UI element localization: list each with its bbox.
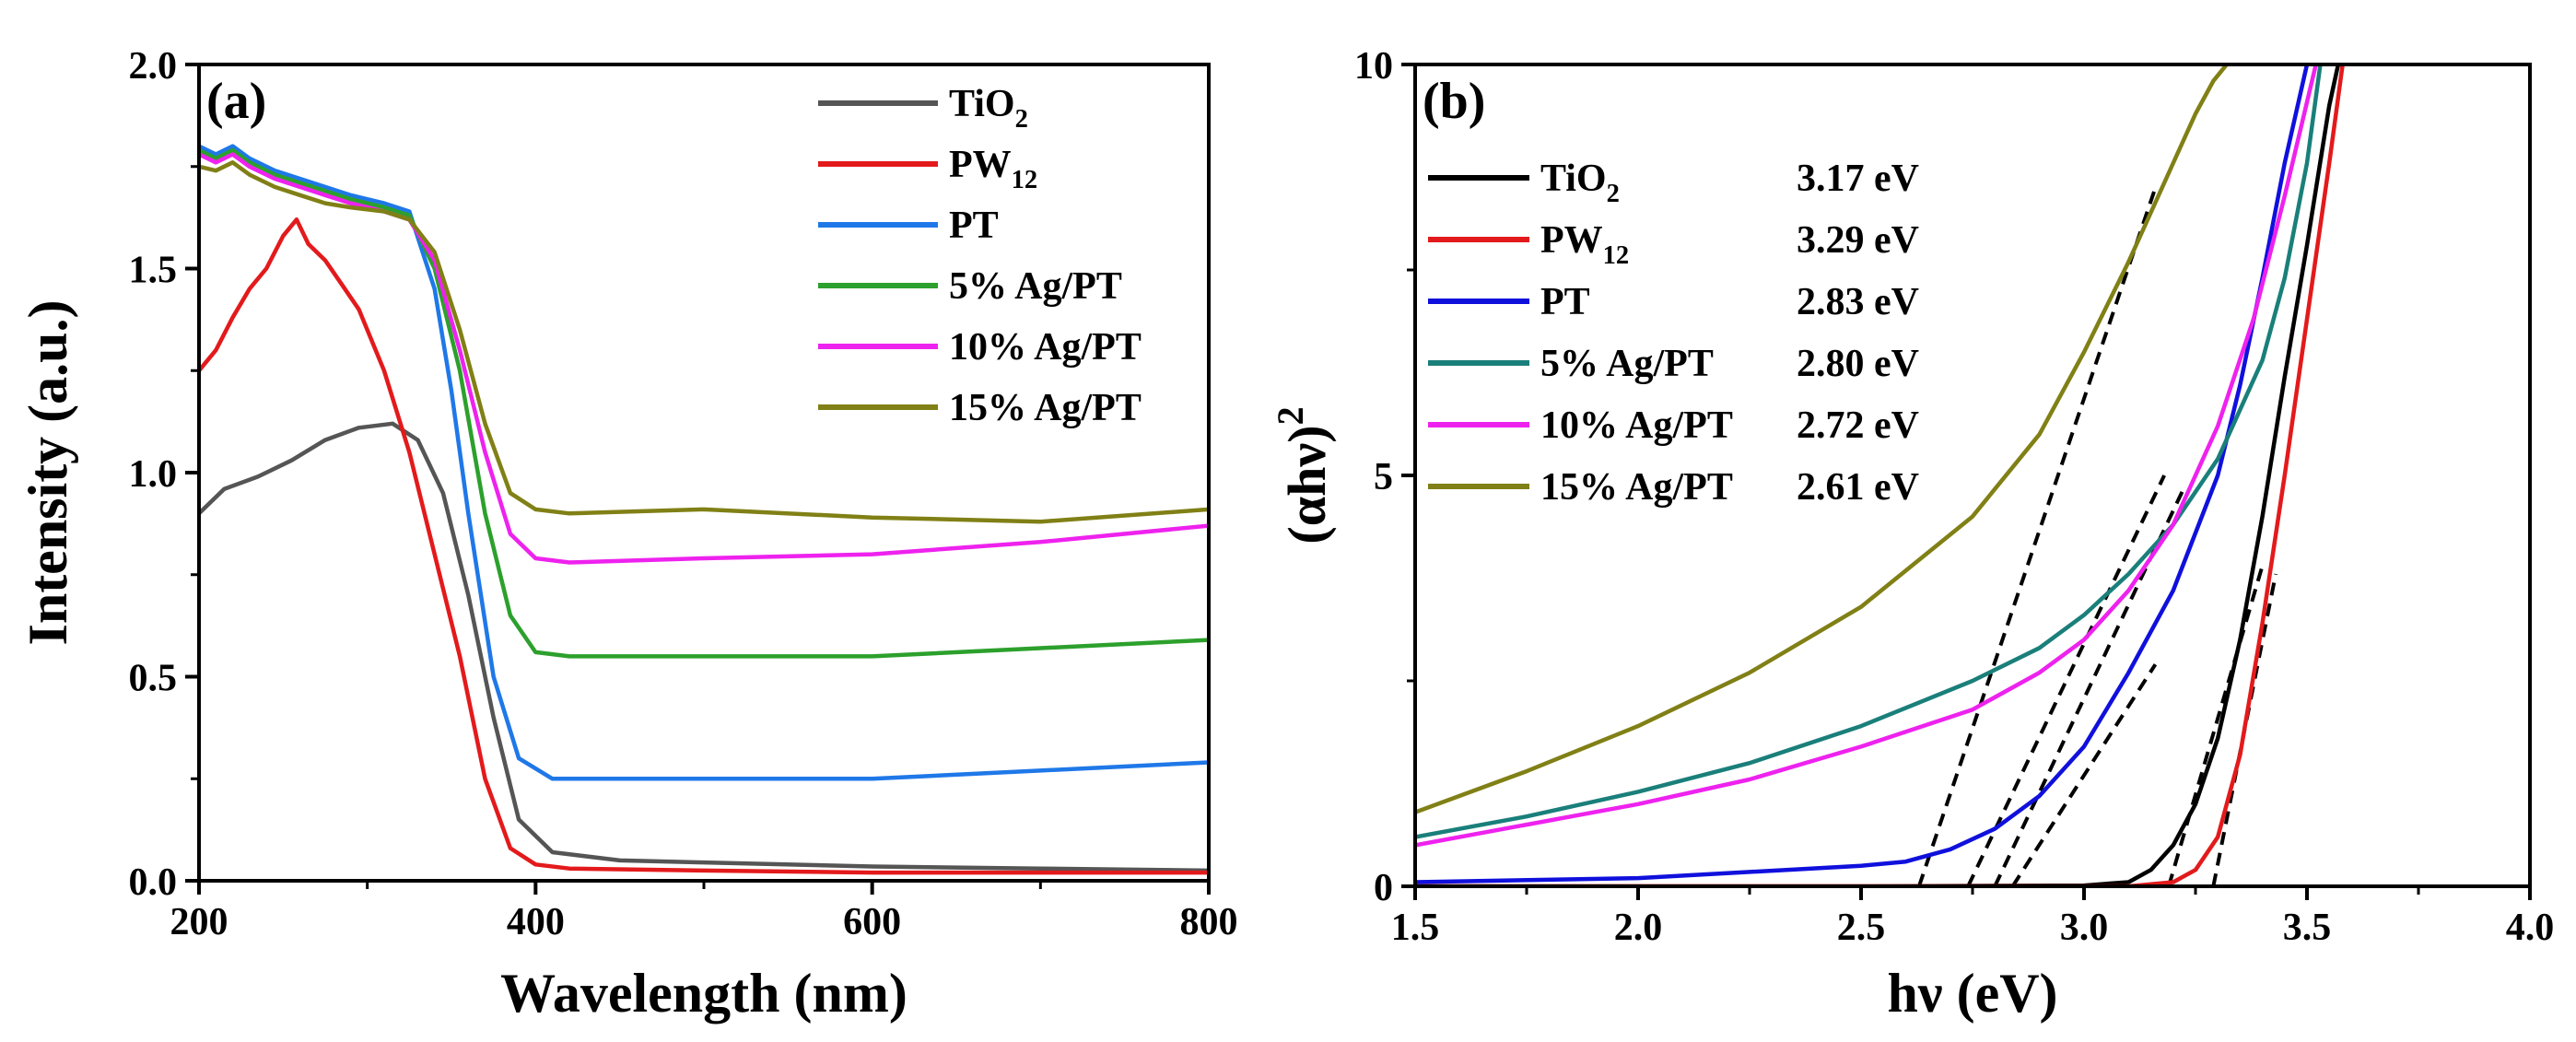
plot-frame [197, 63, 1211, 883]
series-line-6 [1415, 64, 2230, 814]
x-axis-label: Wavelength (nm) [500, 963, 907, 1024]
series-line-2 [199, 217, 1209, 875]
legend-label-5-main: 10% Ag/PT [949, 326, 1142, 369]
legend-band-gap-2: 3.29 eV [1797, 219, 1919, 262]
legend-label-2-main: PW [1540, 219, 1603, 262]
legend-label-6: 15% Ag/PT [949, 387, 1142, 429]
tangent-line-4 [2010, 663, 2158, 886]
legend-label-6-main: 15% Ag/PT [1540, 466, 1733, 509]
legend-label-2-subscript: 12 [1012, 166, 1038, 194]
x-tick-label-3: 600 [843, 901, 901, 943]
series-line-1 [199, 421, 1209, 873]
y-axis-label: Intensity (a.u.) [18, 299, 78, 645]
legend-label-4-main: 5% Ag/PT [1540, 343, 1714, 385]
legend-band-gap-5: 2.72 eV [1797, 404, 1919, 447]
x-tick-label-5: 3.5 [2283, 907, 2332, 949]
y-axis-label-superscript: 2 [1270, 406, 1311, 425]
y-tick-label-1: 0.0 [129, 861, 178, 904]
legend-label-2-subscript: 12 [1603, 241, 1630, 270]
series-line-6 [199, 160, 1209, 524]
legend-band-gap-3: 2.83 eV [1797, 281, 1919, 323]
legend-band-gap-6: 2.61 eV [1797, 466, 1919, 509]
legend-label-1-main: TiO [1540, 158, 1607, 200]
legend-label-3: PT [949, 205, 999, 247]
y-tick-label-5: 2.0 [129, 45, 178, 88]
legend: TiO2 3.17 eV PW12 3.29 eV PT 2.83 eV 5% Ag/PT 2… [1428, 158, 1919, 509]
x-tick-label-1: 200 [170, 901, 228, 943]
legend-label-5: 10% Ag/PT [1540, 404, 1733, 447]
y-axis-label: (αhν)2 [1270, 406, 1337, 544]
legend-band-gap-4: 2.80 eV [1797, 343, 1919, 385]
y-tick-label-3: 1.0 [129, 453, 178, 496]
tangent-line-1 [1917, 187, 2158, 886]
legend-label-5: 10% Ag/PT [949, 326, 1142, 369]
legend-label-2-main: PW [949, 144, 1012, 186]
series-line-5 [1415, 64, 2318, 848]
series-line-3 [199, 144, 1209, 781]
legend-label-3: PT [1540, 281, 1590, 323]
legend-label-3-main: PT [949, 205, 999, 247]
x-tick-label-6: 4.0 [2506, 907, 2555, 949]
series-line-2 [1415, 64, 2345, 886]
legend-label-6: 15% Ag/PT [1540, 466, 1733, 509]
panel-a-chart: 200 400 600 800 0.0 0.5 1.0 1.5 2.0 (a) Wavelength… [18, 45, 1238, 1024]
legend-band-gap-1: 3.17 eV [1797, 158, 1919, 200]
y-tick-label-2: 0.5 [129, 658, 178, 700]
series-line-5 [199, 152, 1209, 565]
tangent-line-5 [2167, 565, 2265, 886]
x-tick-label-2: 400 [507, 901, 565, 943]
y-tick-label-4: 1.5 [129, 250, 178, 292]
legend-label-4-main: 5% Ag/PT [949, 265, 1122, 308]
y-tick-label-3: 10 [1354, 45, 1393, 88]
x-tick-label-1: 1.5 [1391, 907, 1440, 949]
legend-label-6-main: 15% Ag/PT [949, 387, 1142, 429]
legend-label-1-main: TiO [949, 83, 1015, 125]
legend-label-4: 5% Ag/PT [949, 265, 1122, 308]
legend-label-2: PW12 [1540, 219, 1629, 270]
series-line-4 [1415, 64, 2323, 839]
legend-label-1: TiO2 [1540, 158, 1620, 208]
y-tick-label-1: 0 [1374, 867, 1393, 909]
y-axis-label-main: (αhν) [1277, 425, 1337, 544]
y-tick-label-2: 5 [1374, 456, 1393, 498]
panel-label: (a) [206, 73, 266, 130]
legend-label-2: PW12 [949, 144, 1037, 194]
x-tick-label-4: 3.0 [2060, 907, 2109, 949]
x-tick-label-3: 2.5 [1837, 907, 1886, 949]
panel-label: (b) [1423, 73, 1485, 130]
legend-label-5-main: 10% Ag/PT [1540, 404, 1733, 447]
x-axis-label: hν (eV) [1887, 963, 2057, 1024]
plot-area [199, 144, 1209, 875]
tangent-line-2 [1966, 474, 2166, 886]
x-tick-label-4: 800 [1180, 901, 1238, 943]
legend-label-1-subscript: 2 [1015, 105, 1028, 134]
legend-label-3-main: PT [1540, 281, 1590, 323]
legend-label-1: TiO2 [949, 83, 1028, 134]
legend-label-1-subscript: 2 [1607, 180, 1620, 208]
legend-label-4: 5% Ag/PT [1540, 343, 1714, 385]
x-tick-label-2: 2.0 [1614, 907, 1663, 949]
